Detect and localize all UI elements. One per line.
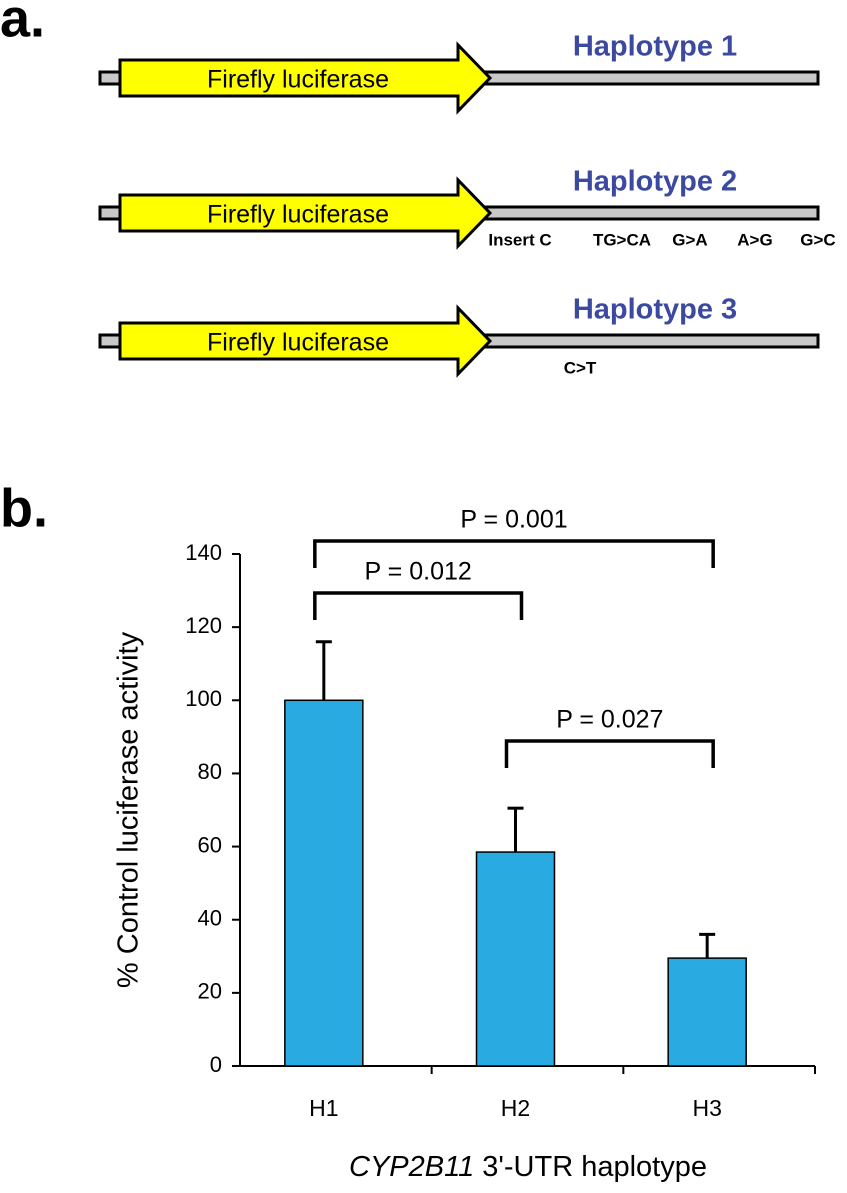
panel-label: b. xyxy=(0,478,48,538)
significance-bracket xyxy=(313,591,524,620)
y-tick-label: 120 xyxy=(185,613,222,638)
gene-label: Firefly luciferase xyxy=(207,201,389,229)
luciferase-arrow xyxy=(118,304,493,378)
haplotype-label: Haplotype 1 xyxy=(573,31,737,63)
y-tick-label: 80 xyxy=(198,759,222,784)
y-tick-label: 40 xyxy=(198,906,222,931)
error-bar xyxy=(699,932,716,959)
bar xyxy=(475,851,556,1067)
bar xyxy=(284,699,364,1067)
variant-label: G>A xyxy=(672,230,707,249)
x-tick-label: H3 xyxy=(692,1095,721,1121)
luciferase-arrow xyxy=(118,176,493,250)
y-axis-title: % Control luciferase activity xyxy=(113,631,145,988)
significance-bracket xyxy=(313,539,715,568)
gene-label: Firefly luciferase xyxy=(207,66,389,94)
error-bar xyxy=(507,806,524,853)
variant-label: C>T xyxy=(564,358,597,377)
variant-label: Insert C xyxy=(488,230,551,249)
p-value-label: P = 0.027 xyxy=(556,706,663,734)
significance-bracket xyxy=(504,739,715,768)
x-axis-title: CYP2B11 3'-UTR haplotype xyxy=(349,1151,707,1183)
haplotype-label: Haplotype 2 xyxy=(573,166,737,198)
y-tick-label: 20 xyxy=(198,979,222,1004)
haplotype-label: Haplotype 3 xyxy=(573,294,737,326)
p-value-label: P = 0.001 xyxy=(460,506,567,534)
variant-label: G>C xyxy=(800,230,835,249)
x-tick-label: H2 xyxy=(501,1095,530,1121)
y-tick-label: 60 xyxy=(198,832,222,857)
p-value-label: P = 0.012 xyxy=(365,558,472,586)
error-bar xyxy=(315,640,332,701)
panel-label: a. xyxy=(0,0,45,48)
x-axis-title-gene: CYP2B11 xyxy=(349,1151,474,1183)
variant-label: TG>CA xyxy=(593,230,651,249)
gene-label: Firefly luciferase xyxy=(207,329,389,357)
x-axis-title-text: 3'-UTR haplotype xyxy=(482,1151,707,1183)
y-tick-label: 140 xyxy=(185,540,222,565)
y-tick-label: 0 xyxy=(210,1052,222,1077)
variant-label: A>G xyxy=(737,230,772,249)
x-tick-label: H1 xyxy=(309,1095,338,1121)
y-tick-label: 100 xyxy=(185,686,222,711)
bar xyxy=(667,957,747,1067)
luciferase-arrow xyxy=(118,41,493,115)
